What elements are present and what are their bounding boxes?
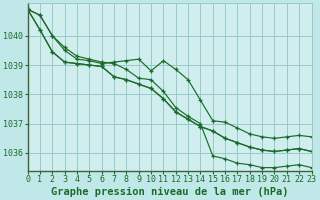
X-axis label: Graphe pression niveau de la mer (hPa): Graphe pression niveau de la mer (hPa): [51, 186, 288, 197]
